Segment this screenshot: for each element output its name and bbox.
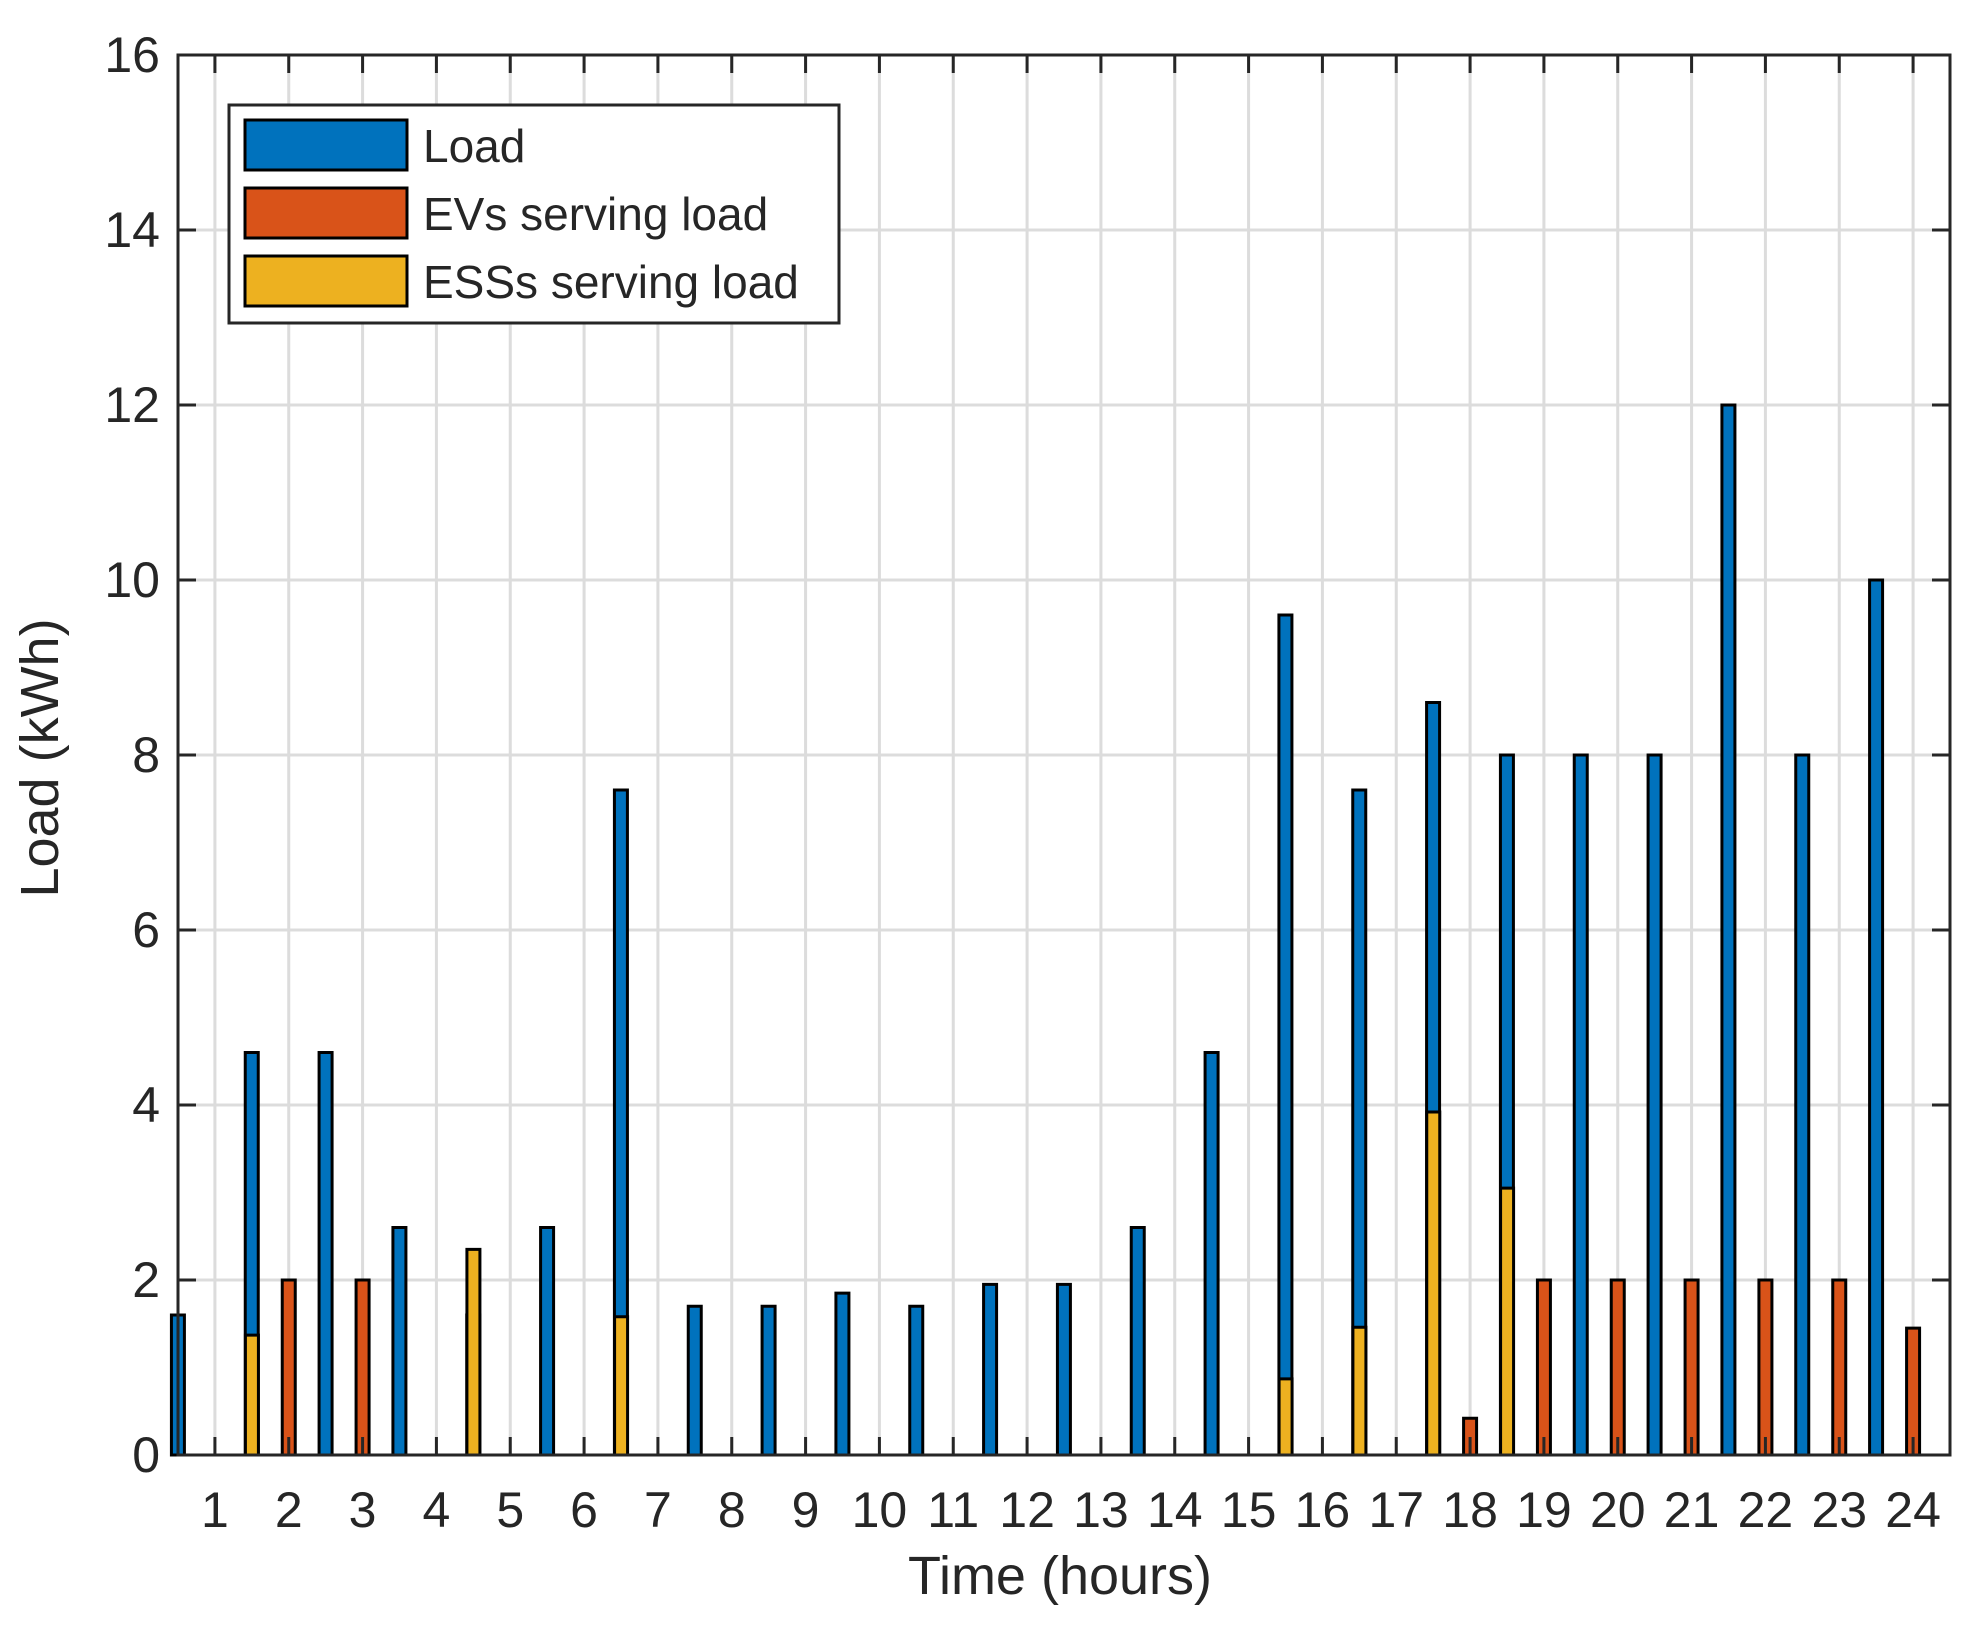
x-tick-label: 20: [1590, 1482, 1646, 1538]
bar-load-hour-22: [1720, 403, 1737, 1457]
legend-swatch-esss-serving-load: [243, 254, 409, 308]
x-tick-label: 14: [1147, 1482, 1203, 1538]
bar-evs-serving-load-hour-20: [1609, 1278, 1626, 1457]
y-tick-label: 0: [132, 1427, 160, 1483]
x-tick-label: 11: [927, 1482, 979, 1538]
bar-load-hour-4: [391, 1226, 408, 1457]
bar-load-hour-8: [686, 1304, 703, 1457]
bar-esss-serving-load-hour-15: [1277, 1377, 1294, 1457]
bar-load-hour-20: [1572, 753, 1589, 1457]
x-tick-label: 6: [570, 1482, 598, 1538]
bar-esss-serving-load-hour-18: [1499, 1186, 1516, 1457]
x-tick-label: 5: [496, 1482, 524, 1538]
y-tick-label: 16: [104, 27, 160, 83]
x-tick-label: 16: [1295, 1482, 1351, 1538]
bar-evs-serving-load-hour-21: [1683, 1278, 1700, 1457]
bars: [169, 403, 1922, 1457]
bar-esss-serving-load-hour-4: [465, 1247, 482, 1457]
bar-esss-serving-load-hour-16: [1351, 1325, 1368, 1457]
bar-evs-serving-load-hour-23: [1831, 1278, 1848, 1457]
bar-load-hour-6: [539, 1226, 556, 1457]
x-axis-ticks: 1 2 3 4 5 6 7 8 9 10 11 12 13 14 15 16 17 18 19 20 21 22 23 24: [201, 55, 1941, 1538]
x-axis-label: Time (hours): [908, 1546, 1212, 1606]
x-tick-label: 9: [792, 1482, 820, 1538]
y-tick-label: 14: [104, 202, 160, 258]
x-tick-label: 7: [644, 1482, 672, 1538]
y-tick-label: 2: [132, 1252, 160, 1308]
x-tick-label: 10: [852, 1482, 908, 1538]
x-tick-label: 12: [999, 1482, 1055, 1538]
bar-load-hour-23: [1794, 753, 1811, 1457]
y-tick-label: 12: [104, 377, 160, 433]
y-tick-label: 4: [132, 1077, 160, 1133]
x-tick-label: 3: [349, 1482, 377, 1538]
x-tick-label: 4: [423, 1482, 451, 1538]
bar-evs-serving-load-hour-22: [1757, 1278, 1774, 1457]
bar-load-hour-21: [1646, 753, 1663, 1457]
x-tick-label: 17: [1368, 1482, 1424, 1538]
y-tick-label: 8: [132, 727, 160, 783]
legend: Load EVs serving load ESSs serving load: [227, 103, 841, 325]
legend-label-load: Load: [423, 120, 525, 172]
bar-load-hour-10: [834, 1291, 851, 1457]
bar-evs-serving-load-hour-19: [1535, 1278, 1552, 1457]
legend-label-esss-serving-load: ESSs serving load: [423, 256, 799, 308]
bar-evs-serving-load-hour-24: [1905, 1326, 1922, 1457]
y-axis-label: Load (kWh): [10, 618, 70, 897]
bar-load-hour-3: [317, 1051, 334, 1457]
y-tick-label: 10: [104, 552, 160, 608]
x-tick-label: 18: [1442, 1482, 1498, 1538]
bar-esss-serving-load-hour-1: [243, 1333, 260, 1457]
x-tick-label: 2: [275, 1482, 303, 1538]
legend-swatch-load: [243, 118, 409, 172]
bar-evs-serving-load-hour-3: [354, 1278, 371, 1457]
x-tick-label: 22: [1738, 1482, 1794, 1538]
bar-esss-serving-load-hour-17: [1425, 1110, 1442, 1457]
bar-load-hour-9: [760, 1304, 777, 1457]
bar-load-hour-12: [982, 1282, 999, 1457]
x-tick-label: 21: [1664, 1482, 1720, 1538]
legend-swatch-evs-serving-load: [243, 186, 409, 240]
x-tick-label: 8: [718, 1482, 746, 1538]
x-tick-label: 1: [201, 1482, 229, 1538]
bar-load-hour-15: [1203, 1051, 1220, 1457]
bar-evs-serving-load-hour-2: [280, 1278, 297, 1457]
bar-load-hour-24: [1868, 578, 1885, 1457]
x-tick-label: 15: [1221, 1482, 1277, 1538]
legend-label-evs-serving-load: EVs serving load: [423, 188, 768, 240]
x-tick-label: 23: [1811, 1482, 1867, 1538]
y-tick-label: 6: [132, 902, 160, 958]
bar-load-hour-14: [1129, 1226, 1146, 1457]
y-axis-ticks: 0 2 4 6 8 10 12 14 16: [104, 27, 1950, 1483]
bar-load-hour-11: [908, 1304, 925, 1457]
bar-load-hour-16: [1277, 613, 1294, 1457]
x-tick-label: 13: [1073, 1482, 1129, 1538]
bar-esss-serving-load-hour-6: [613, 1315, 630, 1457]
x-tick-label: 19: [1516, 1482, 1572, 1538]
x-tick-label: 24: [1885, 1482, 1941, 1538]
bar-load-hour-13: [1055, 1282, 1072, 1457]
